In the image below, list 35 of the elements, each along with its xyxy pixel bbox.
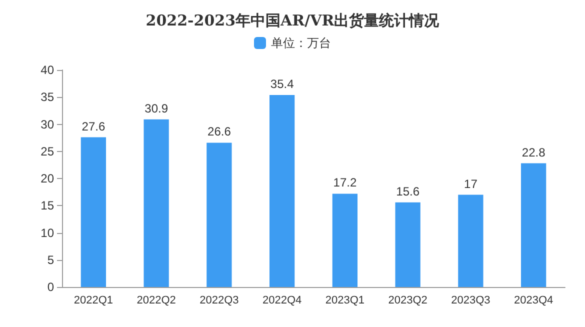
x-tick-label: 2022Q3: [200, 294, 239, 306]
data-label: 15.6: [396, 184, 420, 198]
bar: [395, 202, 420, 287]
y-tick-label: 15: [40, 198, 54, 213]
x-tick-label: 2022Q2: [136, 294, 176, 306]
bar: [458, 194, 484, 287]
bar: [144, 119, 169, 287]
bar: [206, 142, 232, 287]
y-tick-label: 5: [47, 252, 54, 267]
y-tick-label: 0: [47, 280, 54, 294]
x-tick-label: 2022Q1: [74, 294, 114, 306]
data-label: 30.9: [144, 101, 168, 116]
x-tick-label: 2022Q4: [262, 294, 302, 306]
y-tick-label: 10: [40, 226, 54, 240]
data-label: 26.6: [208, 124, 232, 139]
x-tick-label: 2023Q2: [388, 294, 428, 306]
data-label: 17: [464, 176, 478, 191]
y-tick-label: 40: [40, 63, 54, 77]
y-tick-label: 35: [40, 90, 54, 104]
y-tick-label: 30: [40, 117, 54, 132]
data-label: 27.6: [82, 119, 106, 134]
data-label: 35.4: [270, 76, 294, 91]
x-tick-label: 2023Q4: [514, 294, 554, 306]
bar: [332, 194, 358, 287]
chart-title: 2022-2023年中国AR/VR出货量统计情况: [146, 12, 440, 30]
data-label: 17.2: [333, 176, 357, 190]
bar: [269, 94, 295, 287]
x-tick-label: 2023Q3: [451, 294, 490, 306]
bar: [520, 163, 546, 287]
y-tick-label: 25: [40, 144, 54, 158]
y-tick-label: 20: [40, 172, 54, 186]
bar: [80, 137, 106, 287]
data-label: 22.8: [522, 145, 546, 160]
legend-label: 单位：万台: [271, 36, 331, 50]
x-tick-label: 2023Q1: [325, 294, 365, 306]
